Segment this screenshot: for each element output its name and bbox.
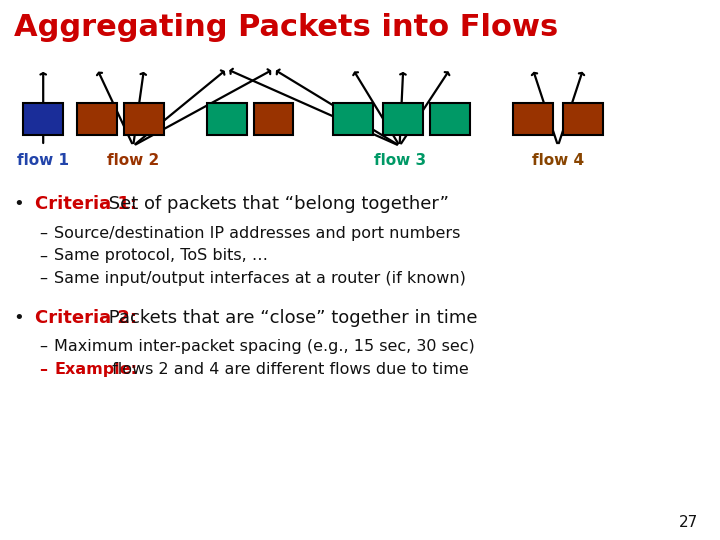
- Text: –: –: [40, 362, 48, 377]
- Text: flows 2 and 4 are different flows due to time: flows 2 and 4 are different flows due to…: [107, 362, 468, 377]
- Text: Packets that are “close” together in time: Packets that are “close” together in tim…: [103, 309, 477, 327]
- Text: flow 1: flow 1: [17, 153, 69, 168]
- Text: –: –: [40, 339, 48, 354]
- Bar: [253, 103, 294, 135]
- Text: Set of packets that “belong together”: Set of packets that “belong together”: [103, 195, 449, 213]
- Bar: [384, 103, 423, 135]
- Text: flow 2: flow 2: [107, 153, 159, 168]
- Text: Maximum inter-packet spacing (e.g., 15 sec, 30 sec): Maximum inter-packet spacing (e.g., 15 s…: [54, 339, 474, 354]
- Bar: [431, 103, 470, 135]
- Text: Source/destination IP addresses and port numbers: Source/destination IP addresses and port…: [54, 226, 460, 241]
- Text: Aggregating Packets into Flows: Aggregating Packets into Flows: [14, 14, 559, 43]
- Text: •: •: [13, 309, 24, 327]
- Text: flow 3: flow 3: [374, 153, 426, 168]
- Text: –: –: [40, 271, 48, 286]
- Text: Same protocol, ToS bits, …: Same protocol, ToS bits, …: [54, 248, 268, 264]
- Text: Example:: Example:: [54, 362, 137, 377]
- Text: –: –: [40, 248, 48, 264]
- Text: Criteria 1:: Criteria 1:: [35, 195, 137, 213]
- Text: •: •: [13, 195, 24, 213]
- Bar: [513, 103, 553, 135]
- Bar: [564, 103, 603, 135]
- Bar: [207, 103, 246, 135]
- Text: Criteria 2:: Criteria 2:: [35, 309, 137, 327]
- Text: Same input/output interfaces at a router (if known): Same input/output interfaces at a router…: [54, 271, 466, 286]
- Bar: [23, 103, 63, 135]
- Text: –: –: [40, 226, 48, 241]
- Bar: [125, 103, 164, 135]
- Bar: [78, 103, 117, 135]
- Text: flow 4: flow 4: [532, 153, 584, 168]
- Text: 27: 27: [679, 515, 698, 530]
- Bar: [333, 103, 373, 135]
